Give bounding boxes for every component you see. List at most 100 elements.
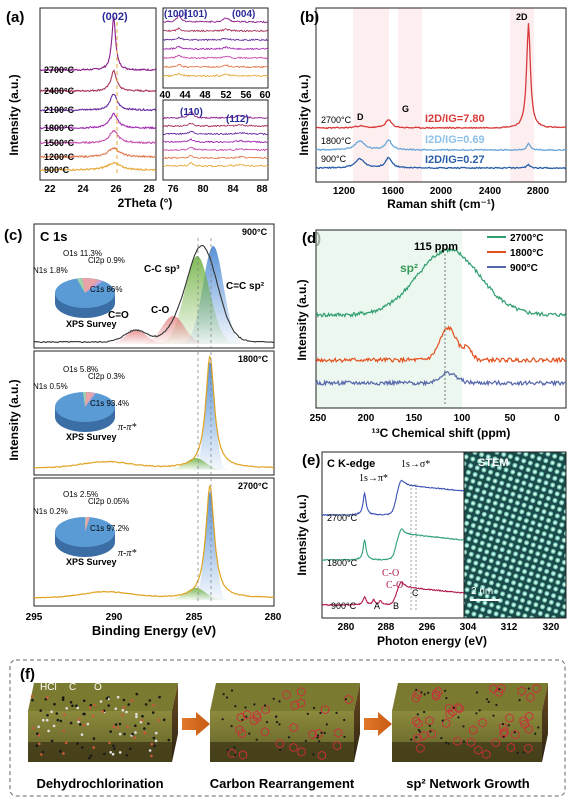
xrd-series-line [162, 154, 269, 160]
molecule-dot [40, 753, 43, 756]
slab-dehydrochlorination: HCl C O [28, 682, 178, 762]
molecule-dot [233, 746, 236, 749]
panel-a-tag: (a) [6, 9, 24, 26]
xrd-series-line [39, 16, 157, 72]
molecule-dot [130, 699, 134, 702]
panel-f: (f) HCl C O [9, 659, 566, 797]
molecule-dot [427, 691, 430, 695]
molecule-dot [278, 723, 281, 726]
molecule-dot [516, 751, 519, 755]
x-tick-label: 1600 [382, 186, 405, 197]
panel-d-xlabel: ¹³C Chemical shift (ppm) [372, 426, 511, 440]
xas-series-line [321, 479, 465, 517]
carbon-hexagon [445, 709, 454, 720]
panel-a-temp-labels: 2700°C 2400°C 2100°C 1800°C 1500°C 1200°… [44, 65, 75, 175]
pie-n1s-label: N1s 1.8% [33, 266, 68, 275]
panel-d-legend: 2700°C 1800°C 900°C [487, 233, 543, 274]
molecule-dot [89, 703, 93, 707]
temp-label: 2400°C [44, 86, 75, 96]
panel-b-raman-curves [315, 23, 567, 170]
species-hcl-label: HCl [40, 682, 57, 693]
peak-b-label: B [393, 601, 399, 611]
peak-c-label: C [412, 588, 419, 598]
nmr-series-line [315, 371, 567, 387]
molecule-dot [62, 752, 65, 755]
pi-pi-label: π-π* [118, 548, 136, 559]
panel-e-xlabel: Photon energy (eV) [377, 634, 487, 648]
molecule-dot [140, 719, 144, 722]
molecule-dot [248, 732, 251, 735]
molecule-dot [150, 742, 154, 746]
molecule-dot [80, 733, 84, 736]
carbon-hexagon [500, 726, 509, 737]
nmr-peak-label: 115 ppm [414, 241, 458, 253]
slab-bottom-layer [210, 742, 354, 762]
x-tick-label: 48 [199, 90, 211, 101]
slab-top [210, 683, 360, 711]
x-tick-label: 24 [77, 184, 89, 195]
carbon-hexagon [237, 728, 247, 739]
sp3-peak-label: C-C sp³ [144, 264, 180, 275]
x-tick-label: 60 [259, 90, 271, 101]
carbon-hexagon [282, 690, 291, 700]
pie-cl2p-label: Cl2p 0.9% [88, 256, 125, 265]
molecule-dot [158, 695, 161, 699]
molecule-dot [441, 719, 444, 722]
raman-series-line [315, 23, 567, 130]
x-tick-label: 84 [227, 184, 239, 195]
carbon-hexagon [252, 710, 261, 721]
molecule-dot [447, 742, 450, 745]
carbon-hexagon [419, 730, 428, 741]
molecule-dot [152, 703, 155, 707]
molecule-dot [319, 711, 322, 715]
molecule-dot [103, 752, 106, 756]
molecule-dot [320, 731, 323, 734]
molecule-dot [527, 687, 530, 690]
molecule-dot [423, 693, 426, 696]
slab-top [392, 683, 548, 711]
molecule-dot [317, 734, 320, 737]
molecule-dot [507, 724, 510, 727]
molecule-dot [59, 719, 63, 723]
molecule-dot [32, 727, 35, 730]
molecule-dot [244, 706, 247, 709]
step-label: Dehydrochlorination [36, 776, 163, 791]
2d-band-highlight [510, 8, 534, 182]
panel-e-frame [321, 451, 465, 619]
panel-c: (c) Intensity (a.u.) C 1s 900°C 1800°C 2… [4, 223, 282, 638]
panel-a: (a) Intensity (a.u.) (002) (100) (101) (… [6, 7, 271, 210]
xrd-series-line [162, 130, 269, 136]
molecule-dot [410, 738, 413, 741]
panel-c-ylabel: Intensity (a.u.) [7, 379, 21, 460]
molecule-dot [457, 716, 460, 719]
molecule-dot [318, 740, 321, 743]
panel-d: (d) Intensity (a.u.) 115 ppm sp² 2700°C … [295, 229, 567, 440]
carbon-hexagon [414, 718, 423, 729]
carbon-hexagon [427, 729, 436, 739]
raman-series-line [315, 139, 567, 152]
x-tick-label: 285 [186, 612, 203, 623]
xrd-series-line [162, 36, 269, 42]
pie-o1s-slice [85, 392, 94, 407]
slab-bottom-layer [392, 742, 542, 762]
pie-cl2p-slice [85, 280, 103, 293]
panel-c-title: C 1s [40, 229, 67, 244]
molecule-dot [111, 752, 115, 756]
molecule-dot [92, 737, 96, 740]
pie-n1s-slice [77, 278, 85, 293]
molecule-dot [344, 698, 347, 701]
x-tick-label: 0 [554, 413, 560, 424]
c-o-peak-label: C-O [151, 305, 170, 316]
molecule-dot [53, 702, 56, 706]
x-tick-label: 52 [220, 90, 232, 101]
pie-c1s-label: C1s 97.2% [90, 524, 129, 533]
pie-c1s-text: C1s 86% [90, 285, 122, 294]
carbon-hexagon [289, 722, 298, 733]
temp-label: 1800°C [321, 136, 352, 146]
panel-b-x-ticks: 1200 1600 2000 2400 2800 [333, 186, 550, 197]
species-c-label: C [69, 682, 76, 693]
x-tick-label: 150 [406, 413, 423, 424]
molecule-dot [38, 742, 41, 746]
molecule-dot [50, 710, 53, 714]
